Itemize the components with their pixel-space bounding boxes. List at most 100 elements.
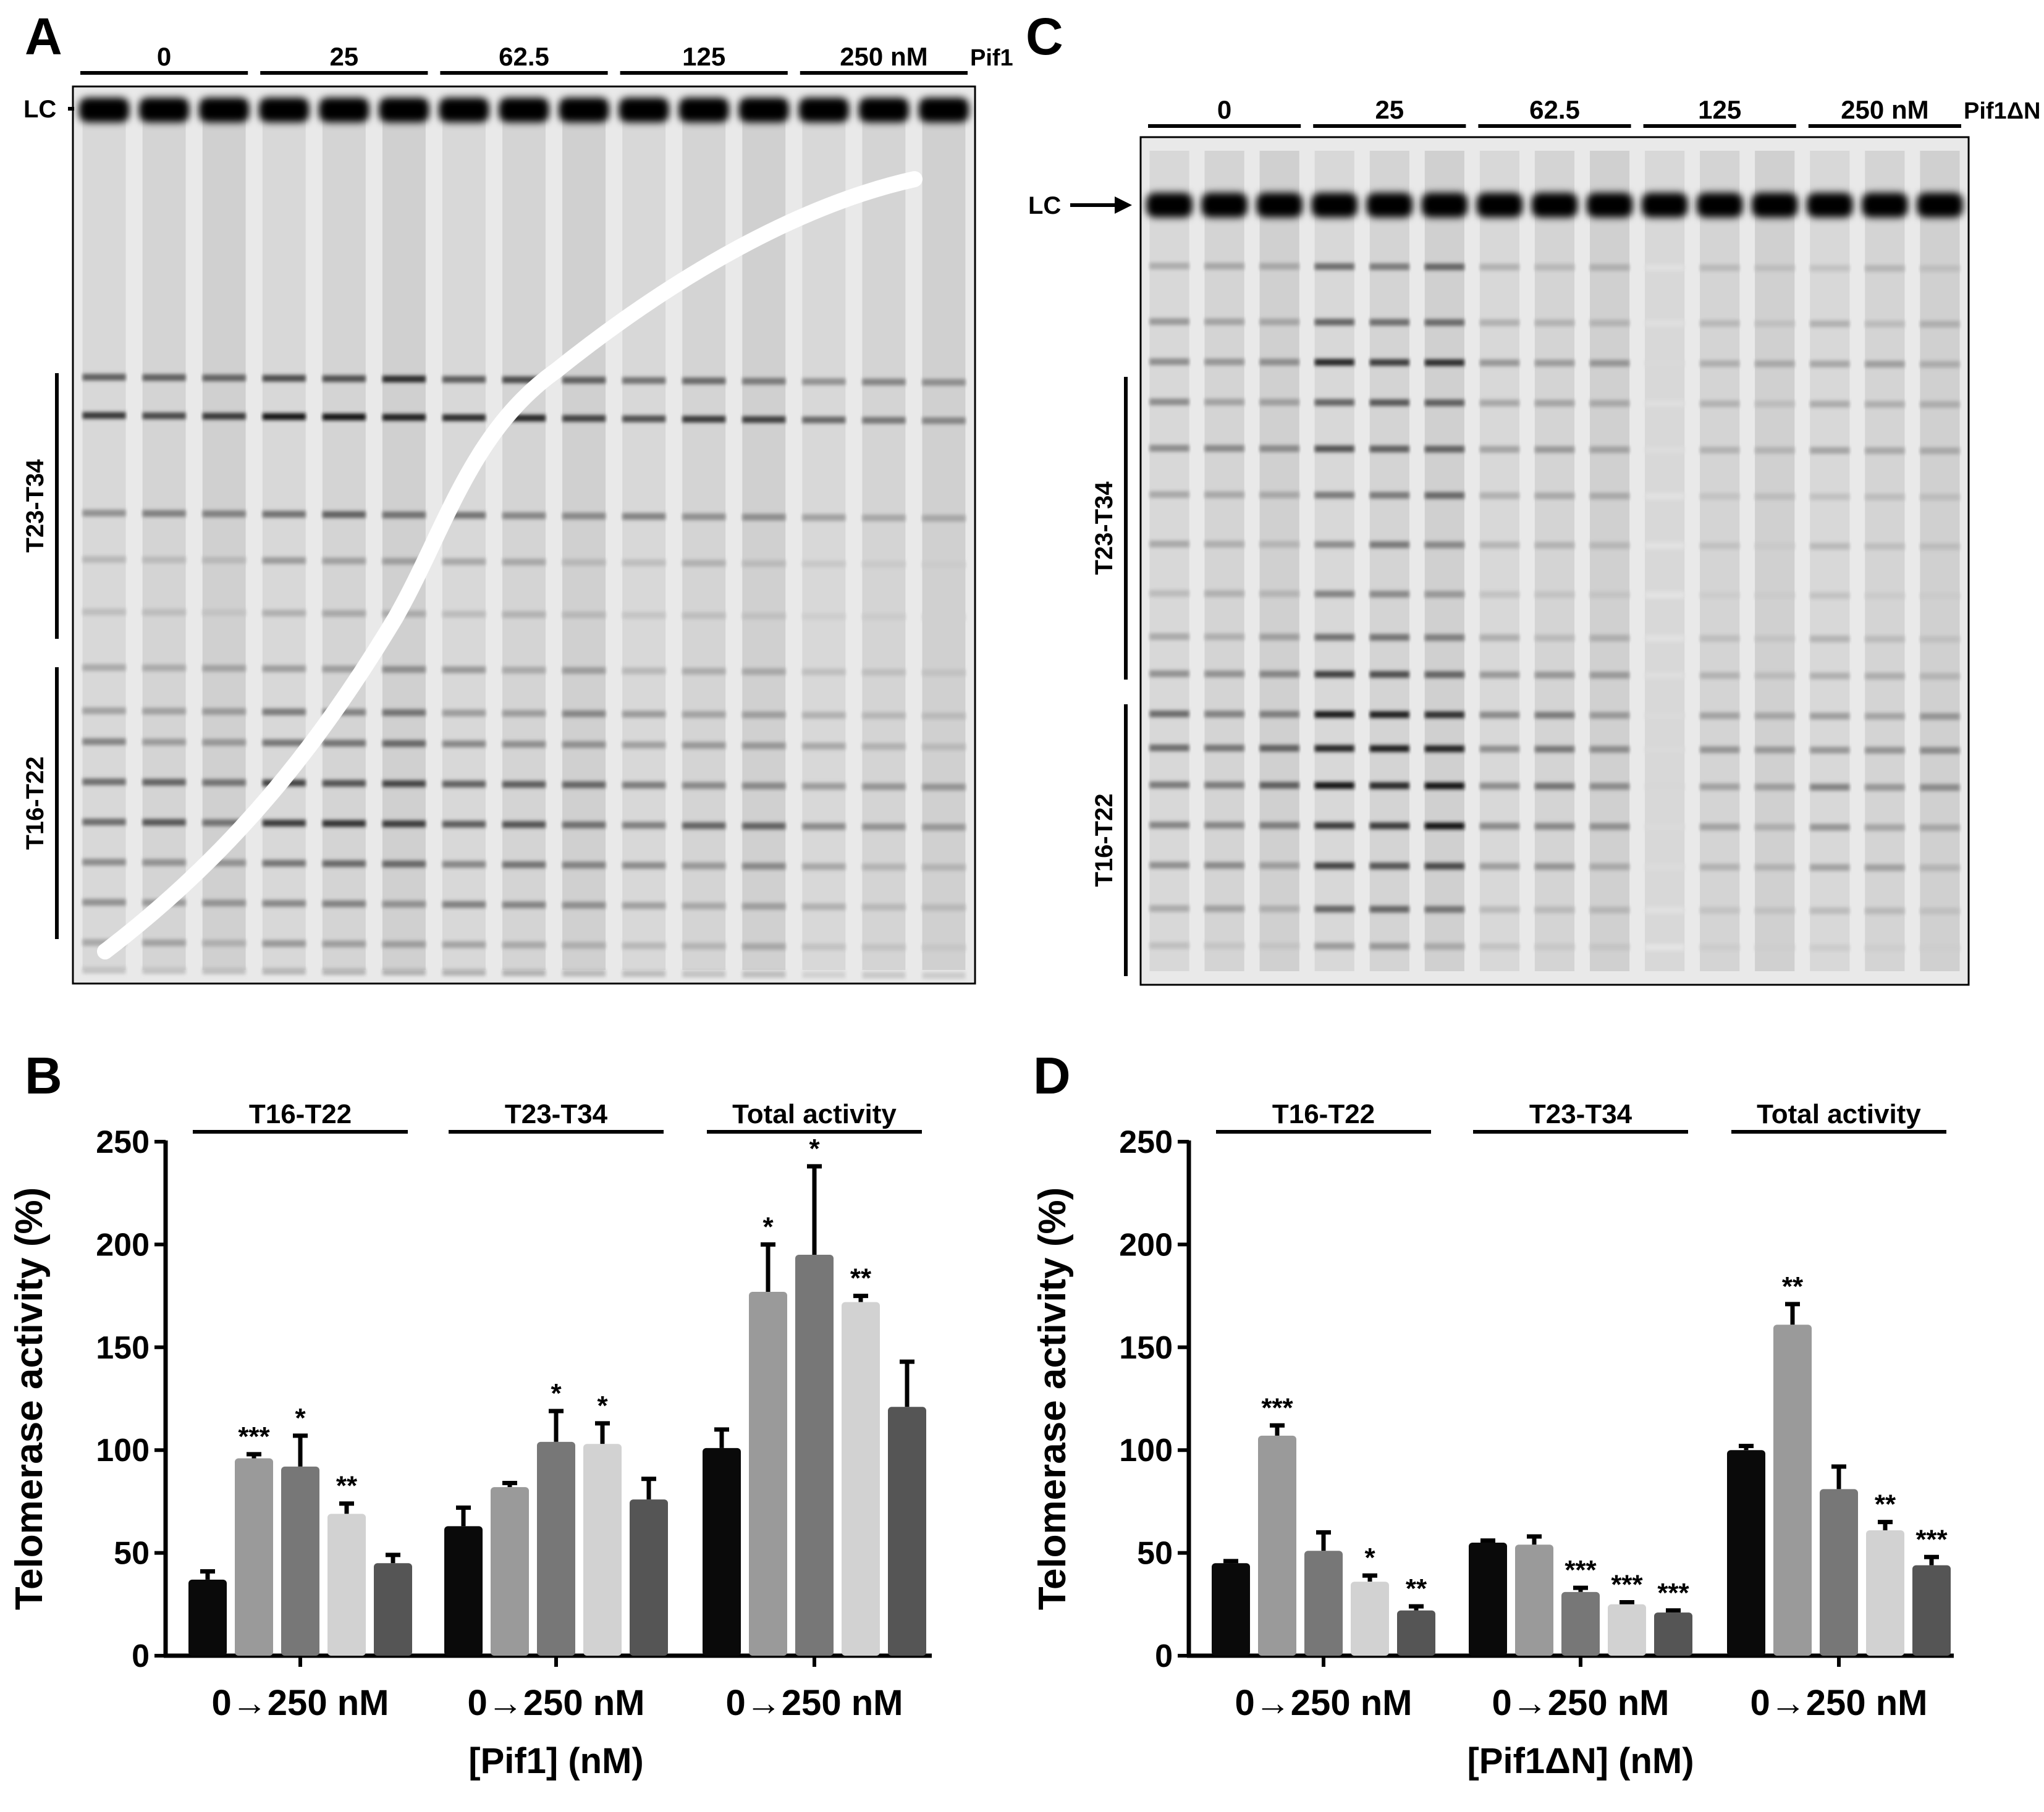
gel-band	[202, 819, 246, 827]
bar	[1469, 1542, 1507, 1656]
gel-band	[1204, 398, 1244, 406]
gel-band	[742, 711, 786, 718]
gel-lc-band	[1476, 193, 1523, 217]
gel-band	[142, 609, 186, 616]
gel-band	[802, 943, 846, 951]
gel-band	[1645, 542, 1685, 549]
gel-lane	[502, 100, 546, 970]
gel-band	[1424, 822, 1464, 830]
gel-band	[922, 417, 966, 424]
gel-band	[1479, 671, 1519, 678]
gel-band	[922, 864, 966, 871]
x-axis-title: [Pif1ΔN] (nM)	[1467, 1741, 1694, 1781]
gel-band	[1755, 264, 1795, 272]
gel-band	[1204, 822, 1244, 829]
gel-band	[1810, 264, 1850, 272]
gel-band	[502, 415, 546, 422]
gel-band	[442, 512, 486, 519]
gel-band	[1204, 744, 1244, 752]
gel-band	[322, 860, 366, 867]
gel-band	[1479, 906, 1519, 913]
gel-band	[1204, 710, 1244, 718]
gel-band	[1424, 906, 1464, 913]
gel-band	[922, 972, 966, 979]
gel-band	[142, 412, 186, 419]
gel-band	[862, 712, 906, 719]
gel-band	[382, 414, 426, 421]
gel-band	[1424, 711, 1464, 718]
gel-lane	[1590, 151, 1630, 971]
gel-lane	[1149, 151, 1189, 971]
gel-band	[1149, 670, 1189, 677]
gel-band	[382, 709, 426, 716]
gel-lane-group-label: 62.5	[1529, 95, 1580, 124]
gel-band	[1590, 943, 1630, 951]
gel-band	[1590, 446, 1630, 453]
gel-band	[262, 900, 306, 907]
gel-band	[1645, 746, 1685, 753]
bar	[1397, 1610, 1435, 1656]
gel-band	[382, 512, 426, 518]
bar	[281, 1466, 319, 1656]
gel-lc-band	[319, 98, 370, 122]
gel-lane	[442, 100, 486, 970]
gel-band	[82, 664, 126, 671]
gel-band	[1149, 358, 1189, 365]
gel-band	[1314, 744, 1354, 752]
gel-band	[1369, 943, 1409, 950]
gel-band	[802, 863, 846, 870]
gel-band	[1534, 746, 1575, 753]
gel-band	[1204, 633, 1244, 641]
gel-lc-band	[1311, 193, 1358, 217]
gel-band	[1645, 634, 1685, 642]
x-group-label: 0→250 nM	[1235, 1683, 1413, 1723]
gel-band	[202, 900, 246, 907]
gel-band	[262, 557, 306, 564]
gel-band	[922, 669, 966, 676]
gel-band	[442, 376, 486, 383]
gel-band	[502, 512, 546, 520]
gel-band	[262, 510, 306, 518]
gel-band	[1590, 264, 1630, 271]
gel-band	[1755, 672, 1795, 680]
gel-band	[202, 739, 246, 746]
gel-band	[562, 558, 606, 566]
gel-band	[1590, 863, 1630, 870]
gel-band	[802, 668, 846, 676]
gel-band	[1534, 319, 1575, 327]
gel-band	[1755, 360, 1795, 368]
gel-lane-group-label: 25	[1375, 95, 1404, 124]
gel-band	[142, 510, 186, 517]
gel-band	[1920, 673, 1960, 680]
gel-lane	[562, 100, 606, 970]
y-axis-title: Telomerase activity (%)	[1031, 1187, 1074, 1611]
significance-label: ***	[1657, 1578, 1689, 1608]
significance-label: *	[809, 1134, 820, 1164]
gel-band	[1755, 712, 1795, 720]
gel-band	[742, 416, 786, 423]
gel-band	[382, 666, 426, 673]
significance-label: ***	[238, 1422, 270, 1452]
gel-band	[262, 413, 306, 420]
y-axis-title: Telomerase activity (%)	[8, 1187, 51, 1611]
gel-lane-group-label: 125	[682, 42, 725, 71]
x-group-label: 0→250 nM	[1750, 1683, 1928, 1723]
gel-band	[1259, 782, 1299, 789]
gel-band	[322, 413, 366, 421]
gel-band	[802, 903, 846, 911]
gel-band	[1259, 862, 1299, 869]
gel-band	[622, 822, 666, 829]
bar	[1258, 1435, 1296, 1656]
bar	[583, 1444, 622, 1656]
gel-lc-band	[1751, 193, 1798, 217]
gel-band	[202, 859, 246, 867]
gel-band	[82, 412, 126, 419]
gel-band	[1149, 590, 1189, 597]
bar	[1820, 1489, 1858, 1656]
gel-lane-group-label: 125	[1698, 95, 1741, 124]
gel-band	[1259, 398, 1299, 406]
gel-band	[682, 711, 726, 718]
gel-band	[262, 940, 306, 947]
gel-band	[1810, 493, 1850, 500]
gel-band	[1314, 782, 1354, 789]
